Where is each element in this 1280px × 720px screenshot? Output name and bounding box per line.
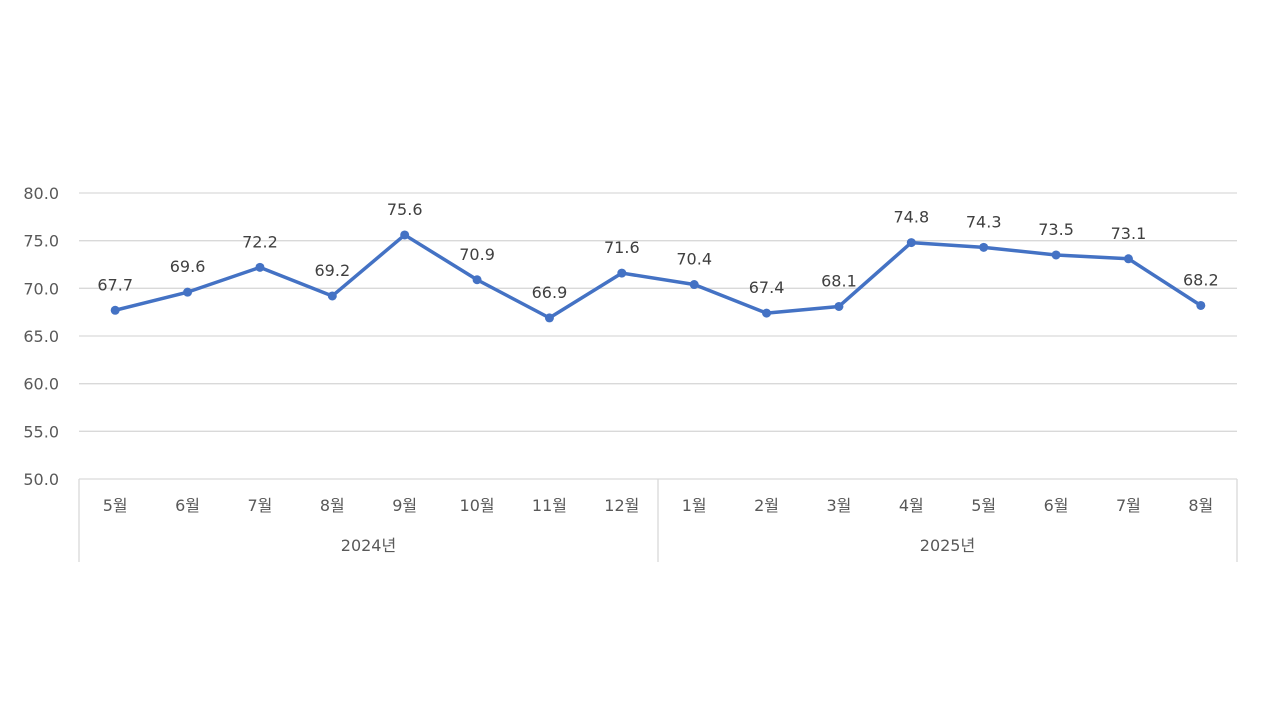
data-point xyxy=(617,268,627,278)
data-labels: 67.7 69.6 72.2 69.2 75.6 70.9 66.9 71.6 70.4 67.4… xyxy=(97,200,1218,302)
data-point xyxy=(979,242,989,252)
data-label: 71.6 xyxy=(604,238,640,257)
x-axis-frame xyxy=(78,479,1238,562)
data-label: 70.4 xyxy=(676,250,712,269)
x-tick-label: 7월 xyxy=(247,496,272,515)
x-tick-label: 6월 xyxy=(175,496,200,515)
data-label: 69.2 xyxy=(315,261,351,280)
x-tick-label: 1월 xyxy=(682,496,707,515)
data-label: 74.3 xyxy=(966,212,1002,231)
data-label: 69.6 xyxy=(170,257,206,276)
x-tick-label: 3월 xyxy=(826,496,851,515)
data-label: 66.9 xyxy=(532,283,568,302)
group-label: 2024년 xyxy=(341,536,396,555)
data-label: 74.8 xyxy=(894,208,930,227)
x-tick-label: 7월 xyxy=(1116,496,1141,515)
data-point xyxy=(327,291,337,301)
y-tick-label: 80.0 xyxy=(23,184,59,203)
x-axis-group-labels: 2024년 2025년 xyxy=(341,536,975,555)
data-label: 67.4 xyxy=(749,278,785,297)
data-label: 75.6 xyxy=(387,200,423,219)
x-tick-label: 10월 xyxy=(460,496,495,515)
y-tick-label: 70.0 xyxy=(23,279,59,298)
data-point xyxy=(762,308,772,318)
data-point xyxy=(183,287,193,297)
x-tick-label: 8월 xyxy=(1188,496,1213,515)
data-point xyxy=(544,313,554,323)
data-label: 68.2 xyxy=(1183,270,1219,289)
data-label: 73.5 xyxy=(1038,220,1074,239)
data-point xyxy=(1123,254,1133,264)
data-point xyxy=(400,230,410,240)
x-tick-label: 9월 xyxy=(392,496,417,515)
y-tick-label: 50.0 xyxy=(23,470,59,489)
data-point xyxy=(255,262,265,272)
x-tick-label: 2월 xyxy=(754,496,779,515)
series-line xyxy=(113,233,1203,320)
data-label: 68.1 xyxy=(821,271,857,290)
group-label: 2025년 xyxy=(920,536,975,555)
x-tick-label: 5월 xyxy=(971,496,996,515)
data-label: 70.9 xyxy=(459,245,495,264)
data-label: 72.2 xyxy=(242,232,278,251)
data-point xyxy=(906,238,916,248)
data-point xyxy=(1051,250,1061,260)
y-tick-label: 75.0 xyxy=(23,232,59,251)
x-tick-label: 6월 xyxy=(1044,496,1069,515)
data-point xyxy=(472,275,482,285)
x-tick-label: 11월 xyxy=(532,496,567,515)
series xyxy=(110,230,1206,323)
data-point xyxy=(689,280,699,290)
x-tick-label: 12월 xyxy=(604,496,639,515)
data-point xyxy=(834,301,844,311)
x-tick-label: 8월 xyxy=(320,496,345,515)
x-tick-label: 5월 xyxy=(103,496,128,515)
data-label: 73.1 xyxy=(1111,224,1147,243)
data-point xyxy=(1196,300,1206,310)
y-tick-label: 60.0 xyxy=(23,375,59,394)
y-axis-tick-labels: 50.0 55.0 60.0 65.0 70.0 75.0 80.0 xyxy=(23,184,59,489)
x-axis-category-labels: 5월 6월 7월 8월 9월 10월 11월 12월 1월 2월 3월 4월 5월 6월 7월 8월 xyxy=(103,496,1214,515)
data-point xyxy=(110,305,120,315)
y-tick-label: 65.0 xyxy=(23,327,59,346)
x-tick-label: 4월 xyxy=(899,496,924,515)
grid-lines xyxy=(79,192,1237,480)
data-label: 67.7 xyxy=(97,275,133,294)
y-tick-label: 55.0 xyxy=(23,422,59,441)
